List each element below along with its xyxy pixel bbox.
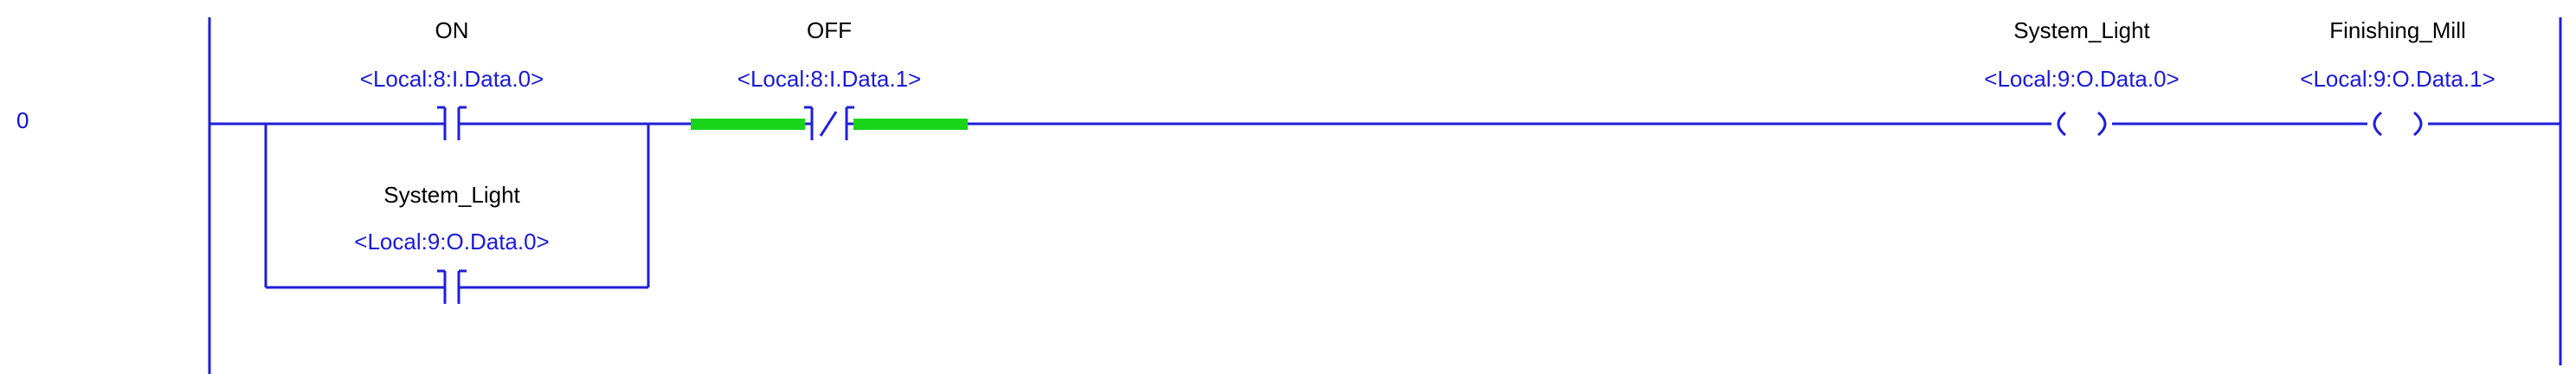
contact-off-instruction[interactable] [801,102,858,145]
coil-finishing-mill-tag: Finishing_Mill [2329,17,2466,43]
energized-highlight [691,119,968,130]
contact-on-address: <Local:8:I.Data.0> [359,66,544,92]
rung-number[interactable]: 0 [16,107,29,133]
contact-off-tag: OFF [807,17,852,43]
coil-system-light-symbol [2057,111,2107,137]
contact-off-symbol [804,106,854,140]
coil-finishing-mill-symbol [2373,111,2423,137]
contact-on-symbol [433,106,471,140]
contact-system-light-symbol [433,269,471,304]
contact-off-address: <Local:8:I.Data.1> [737,66,922,92]
coil-system-light-address: <Local:9:O.Data.0> [1984,66,2180,92]
branch-wire [264,124,650,289]
contact-system-light-address: <Local:9:O.Data.0> [354,229,550,255]
coil-system-light-tag: System_Light [2013,17,2150,43]
contact-system-light-tag: System_Light [383,182,520,208]
contact-on-tag: ON [435,17,469,43]
coil-system-light-instruction[interactable] [2047,106,2116,142]
coil-finishing-mill-instruction[interactable] [2363,106,2432,142]
coil-finishing-mill-address: <Local:9:O.Data.1> [2300,66,2496,92]
contact-on-instruction[interactable] [428,102,475,145]
contact-system-light-instruction[interactable] [428,266,475,309]
